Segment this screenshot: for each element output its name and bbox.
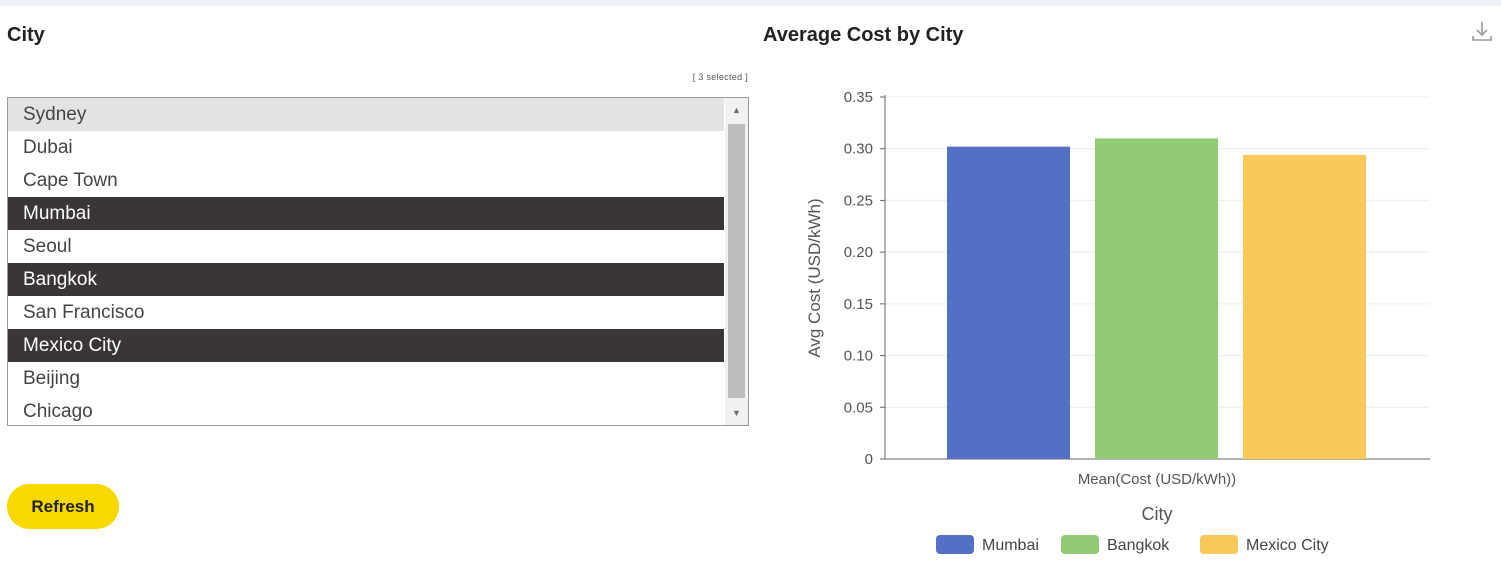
y-tick-label: 0.20 [844, 244, 873, 261]
x-axis-title: City [1142, 504, 1173, 524]
city-option[interactable]: Mumbai [8, 197, 724, 230]
download-icon[interactable] [1469, 18, 1495, 44]
y-tick-label: 0.35 [844, 89, 873, 106]
city-option[interactable]: Mexico City [8, 329, 724, 362]
bar-bangkok [1095, 138, 1218, 459]
cost-bar-chart: 0 0.05 0.10 0.15 0.20 0.25 0.30 0.35 Mean(Cost (… [805, 89, 1430, 554]
listbox-scrollbar[interactable]: ▲ ▼ [725, 98, 748, 425]
legend-swatch [936, 535, 974, 554]
selected-count: [ 3 selected ] [692, 72, 748, 82]
legend-label: Bangkok [1107, 537, 1170, 554]
y-axis-title: Avg Cost (USD/kWh) [805, 198, 824, 357]
chart-title: Average Cost by City [763, 24, 964, 46]
legend-swatch [1200, 535, 1238, 554]
city-listbox[interactable]: Chicago Beijing Mexico City San Francisco Ba… [7, 97, 749, 426]
city-option[interactable]: San Francisco [23, 302, 145, 323]
y-tick-label: 0.15 [844, 296, 873, 313]
y-tick-label: 0 [865, 451, 873, 468]
city-option[interactable]: Beijing [23, 368, 81, 389]
legend-swatch [1061, 535, 1099, 554]
city-option[interactable]: Sydney [8, 98, 724, 131]
legend-label: Mumbai [982, 537, 1039, 554]
city-option[interactable]: Bangkok [8, 263, 724, 296]
legend-label: Mexico City [1246, 537, 1329, 554]
scroll-down-arrow-icon[interactable]: ▼ [732, 408, 741, 418]
bar-mumbai [947, 146, 1070, 459]
y-tick-label: 0.30 [844, 141, 873, 158]
y-tick-label: 0.05 [844, 399, 873, 416]
top-strip [0, 0, 1501, 6]
city-option[interactable]: Chicago [23, 401, 93, 422]
refresh-button[interactable]: Refresh [7, 484, 119, 529]
city-option[interactable]: Seoul [23, 236, 72, 257]
bar-mexico-city [1243, 154, 1366, 460]
scroll-up-arrow-icon[interactable]: ▲ [732, 105, 741, 115]
city-panel-title: City [7, 24, 45, 46]
x-category-label: Mean(Cost (USD/kWh)) [1078, 471, 1236, 488]
scroll-thumb[interactable] [728, 124, 745, 398]
y-tick-label: 0.25 [844, 192, 873, 209]
city-option[interactable]: Dubai [23, 137, 73, 158]
y-tick-label: 0.10 [844, 348, 873, 365]
city-option[interactable]: Cape Town [23, 170, 118, 191]
